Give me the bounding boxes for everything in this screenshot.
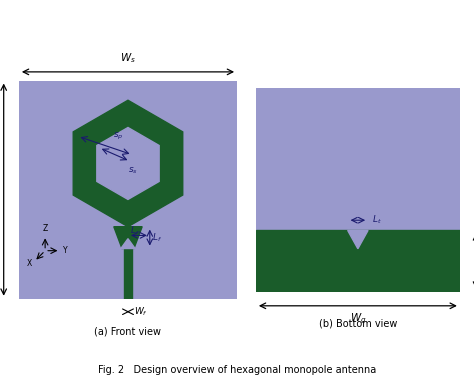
Polygon shape: [114, 227, 142, 248]
Polygon shape: [73, 100, 183, 227]
Polygon shape: [347, 230, 368, 249]
Text: (a) Front view: (a) Front view: [94, 327, 162, 337]
Text: $W_f$: $W_f$: [134, 305, 148, 318]
Text: $L_f$: $L_f$: [152, 231, 162, 244]
Polygon shape: [121, 239, 135, 248]
Text: (b) Bottom view: (b) Bottom view: [319, 318, 397, 328]
Text: X: X: [27, 259, 33, 268]
Bar: [256, 230, 460, 291]
Text: Z: Z: [43, 224, 48, 233]
Polygon shape: [97, 127, 159, 199]
Text: $s_s$: $s_s$: [128, 165, 138, 176]
Text: Y: Y: [63, 246, 67, 255]
Text: $L_n$: $L_n$: [130, 224, 141, 237]
Text: $W_s$: $W_s$: [120, 51, 136, 65]
Text: $s_p$: $s_p$: [113, 131, 123, 142]
Text: $L_t$: $L_t$: [372, 214, 382, 226]
Text: $W_g$: $W_g$: [350, 312, 366, 326]
Text: Fig. 2   Design overview of hexagonal monopole antenna: Fig. 2 Design overview of hexagonal mono…: [98, 365, 376, 375]
Bar: [124, 248, 132, 299]
